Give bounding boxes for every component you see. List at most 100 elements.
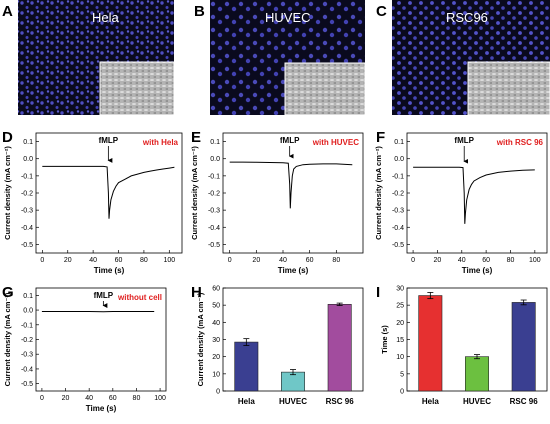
bar — [327, 304, 352, 392]
plot-frame — [222, 132, 364, 254]
y-tick-label: 0.0 — [394, 156, 404, 163]
micrograph-label-b: HUVEC — [265, 10, 311, 25]
panel-letter-i: I — [376, 284, 380, 301]
category-label: Hela — [422, 397, 439, 406]
x-tick-label: 0 — [228, 257, 232, 264]
category-label: HUVEC — [279, 397, 307, 406]
panel-letter-f: F — [376, 129, 385, 146]
y-tick-label: 20 — [212, 354, 220, 361]
y-tick-label: -0.4 — [21, 366, 33, 373]
fmlp-label: fMLP — [99, 136, 119, 145]
y-tick-label: 5 — [400, 371, 404, 378]
y-tick-label: -0.4 — [21, 225, 33, 232]
panel-letter-g: G — [2, 284, 14, 301]
bar — [418, 295, 443, 392]
y-tick-label: 25 — [396, 303, 404, 310]
y-tick-label: -0.2 — [208, 191, 220, 198]
chart-d: 0.1 0.0 -0.1 -0.2 -0.3 -0.4 -0.5 Current densit… — [3, 132, 183, 275]
y-tick-label: 10 — [396, 354, 404, 361]
y-tick-label: 0.0 — [23, 156, 33, 163]
bar — [511, 302, 536, 392]
y-tick-label: -0.2 — [21, 337, 33, 344]
fmlp-label: fMLP — [454, 136, 474, 145]
y-tick-label: -0.1 — [208, 173, 220, 180]
x-tick-label: 60 — [115, 257, 123, 264]
x-tick-label: 80 — [133, 395, 141, 402]
chart-i: 0 5 10 15 20 25 30 Time (s) Hela HUVEC RSC 96 — [380, 286, 548, 406]
series-line — [413, 166, 535, 224]
series-line — [229, 161, 353, 209]
y-axis-label: Current density (mA cm⁻²) — [196, 292, 205, 386]
x-axis-label: Time (s) — [462, 266, 493, 275]
y-tick-label: 10 — [212, 371, 220, 378]
plot-frame — [35, 132, 183, 254]
y-axis-label: Current density (mA cm⁻²) — [3, 292, 12, 386]
condition-label: with Hela — [142, 138, 179, 147]
x-tick-label: 100 — [163, 257, 175, 264]
x-tick-label: 80 — [332, 257, 340, 264]
y-tick-label: -0.2 — [392, 191, 404, 198]
condition-label: without cell — [117, 293, 162, 302]
panel-letter-d: D — [2, 129, 13, 146]
chart-e: 0.1 0.0 -0.1 -0.2 -0.3 -0.4 -0.5 Current densit… — [190, 132, 364, 275]
x-tick-label: 0 — [40, 257, 44, 264]
fmlp-label: fMLP — [280, 136, 300, 145]
x-tick-label: 60 — [306, 257, 314, 264]
x-axis-label: Time (s) — [278, 266, 309, 275]
x-tick-label: 20 — [252, 257, 260, 264]
panel-letter-a: A — [2, 3, 13, 20]
y-axis-label: Current density (mA cm⁻²) — [190, 146, 199, 240]
x-tick-label: 20 — [64, 257, 72, 264]
category-label: HUVEC — [463, 397, 491, 406]
micrograph-label-a: Hela — [92, 10, 120, 25]
x-tick-label: 0 — [411, 257, 415, 264]
panel-letter-h: H — [191, 284, 202, 301]
condition-label: with RSC 96 — [496, 138, 544, 147]
x-tick-label: 20 — [434, 257, 442, 264]
x-tick-label: 40 — [458, 257, 466, 264]
category-label: Hela — [238, 397, 255, 406]
y-tick-label: -0.3 — [208, 208, 220, 215]
chart-h: 0 10 20 30 40 50 60 Current density (mA cm⁻²) He… — [196, 286, 364, 406]
y-tick-label: 0 — [216, 389, 220, 396]
y-tick-label: 0.0 — [210, 156, 220, 163]
chart-f: 0.1 0.0 -0.1 -0.2 -0.3 -0.4 -0.5 Current densit… — [374, 132, 548, 275]
y-tick-label: 15 — [396, 337, 404, 344]
y-tick-label: -0.1 — [21, 322, 33, 329]
y-tick-label: 0.1 — [210, 139, 220, 146]
plot-frame — [35, 287, 167, 392]
x-axis-label: Time (s) — [94, 266, 125, 275]
micrograph-c: RSC96 — [392, 0, 550, 116]
x-tick-label: 20 — [62, 395, 70, 402]
y-tick-label: -0.3 — [392, 208, 404, 215]
y-tick-label: -0.5 — [208, 242, 220, 249]
chart-g: 0.1 0.0 -0.1 -0.2 -0.3 -0.4 -0.5 Current densit… — [3, 287, 167, 413]
x-axis-label: Time (s) — [86, 404, 117, 413]
y-axis-label: Time (s) — [380, 325, 389, 354]
y-tick-label: -0.1 — [392, 173, 404, 180]
y-tick-label: 0.0 — [23, 308, 33, 315]
x-tick-label: 40 — [89, 257, 97, 264]
category-label: RSC 96 — [510, 397, 539, 406]
y-axis-label: Current density (mA cm⁻²) — [3, 146, 12, 240]
panel-letter-e: E — [191, 129, 201, 146]
y-tick-label: 50 — [212, 303, 220, 310]
bar — [234, 341, 259, 392]
y-tick-label: -0.1 — [21, 173, 33, 180]
x-tick-label: 60 — [109, 395, 117, 402]
micrograph-label-c: RSC96 — [446, 10, 488, 25]
y-axis-label: Current density (mA cm⁻²) — [374, 146, 383, 240]
category-label: RSC 96 — [326, 397, 355, 406]
y-tick-label: -0.3 — [21, 208, 33, 215]
plot-frame — [406, 132, 548, 254]
micrograph-a: Hela — [18, 0, 175, 116]
x-tick-label: 40 — [279, 257, 287, 264]
panel-letter-b: B — [194, 3, 205, 20]
y-tick-label: -0.3 — [21, 352, 33, 359]
panel-letter-c: C — [376, 3, 387, 20]
y-tick-label: 60 — [212, 286, 220, 293]
y-tick-label: -0.5 — [21, 381, 33, 388]
y-tick-label: 30 — [212, 337, 220, 344]
y-tick-label: -0.4 — [208, 225, 220, 232]
